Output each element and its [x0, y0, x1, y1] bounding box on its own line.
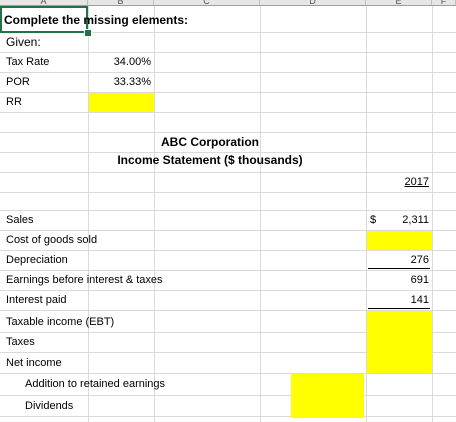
column-header-a[interactable]: A	[0, 0, 88, 6]
depreciation-label[interactable]: Depreciation	[6, 254, 68, 266]
interest-value[interactable]: 141	[410, 294, 429, 306]
gridline	[0, 132, 456, 133]
por-label[interactable]: POR	[6, 76, 30, 88]
ebt-taxes-net-input-cells[interactable]	[367, 311, 432, 373]
gridline	[366, 6, 367, 422]
cogs-label[interactable]: Cost of goods sold	[6, 234, 98, 246]
interest-label[interactable]: Interest paid	[6, 294, 67, 306]
gridline	[0, 92, 456, 93]
taxable-income-label[interactable]: Taxable income (EBT)	[6, 316, 115, 328]
gridline	[0, 373, 456, 374]
gridline	[0, 310, 456, 311]
gridline	[88, 6, 89, 422]
column-header-c[interactable]: C	[154, 0, 260, 6]
ebit-value[interactable]: 691	[410, 274, 429, 286]
cogs-input-cell[interactable]	[367, 231, 432, 250]
gridline	[0, 210, 456, 211]
gridline	[0, 192, 456, 193]
gridline	[0, 395, 456, 396]
given-label[interactable]: Given:	[6, 35, 41, 49]
gridline	[0, 72, 456, 73]
gridline	[0, 230, 456, 231]
gridline	[0, 112, 456, 113]
gridline	[260, 6, 261, 422]
net-income-label[interactable]: Net income	[6, 357, 62, 369]
gridline	[0, 416, 456, 417]
column-header-b[interactable]: B	[88, 0, 154, 6]
gridline	[0, 332, 456, 333]
gridline	[0, 290, 456, 291]
sales-value[interactable]: 2,311	[402, 214, 429, 226]
column-header-d[interactable]: D	[260, 0, 366, 6]
tax-rate-label[interactable]: Tax Rate	[6, 56, 50, 68]
sales-label[interactable]: Sales	[6, 214, 34, 226]
prompt-text[interactable]: Complete the missing elements:	[4, 13, 189, 27]
statement-title[interactable]: Income Statement ($ thousands)	[117, 153, 303, 167]
gridline	[0, 250, 456, 251]
retained-earnings-label[interactable]: Addition to retained earnings	[25, 378, 166, 390]
ebit-label[interactable]: Earnings before interest & taxes	[6, 274, 163, 286]
depreciation-value[interactable]: 276	[410, 254, 429, 266]
year-header[interactable]: 2017	[404, 176, 429, 188]
gridline	[0, 52, 456, 53]
company-name[interactable]: ABC Corporation	[161, 135, 259, 149]
column-header-f[interactable]: F	[432, 0, 456, 6]
por-value[interactable]: 33.33%	[113, 76, 151, 88]
subtotal-underline	[368, 268, 430, 269]
subtotal-underline	[368, 308, 430, 309]
gridline	[0, 172, 456, 173]
taxes-label[interactable]: Taxes	[6, 336, 35, 348]
gridline	[154, 6, 155, 422]
tax-rate-value[interactable]: 34.00%	[113, 56, 151, 68]
gridline	[0, 270, 456, 271]
column-header-e[interactable]: E	[366, 0, 432, 6]
sales-currency: $	[370, 214, 377, 226]
gridline	[0, 352, 456, 353]
gridline	[432, 6, 433, 422]
gridline	[0, 32, 456, 33]
active-cell-border	[0, 6, 88, 33]
gridline	[0, 152, 456, 153]
fill-handle[interactable]	[84, 29, 92, 37]
dividends-label[interactable]: Dividends	[25, 400, 74, 412]
rr-input-cell[interactable]	[89, 93, 154, 112]
retained-dividends-input-cells[interactable]	[291, 374, 364, 418]
rr-label[interactable]: RR	[6, 96, 22, 108]
